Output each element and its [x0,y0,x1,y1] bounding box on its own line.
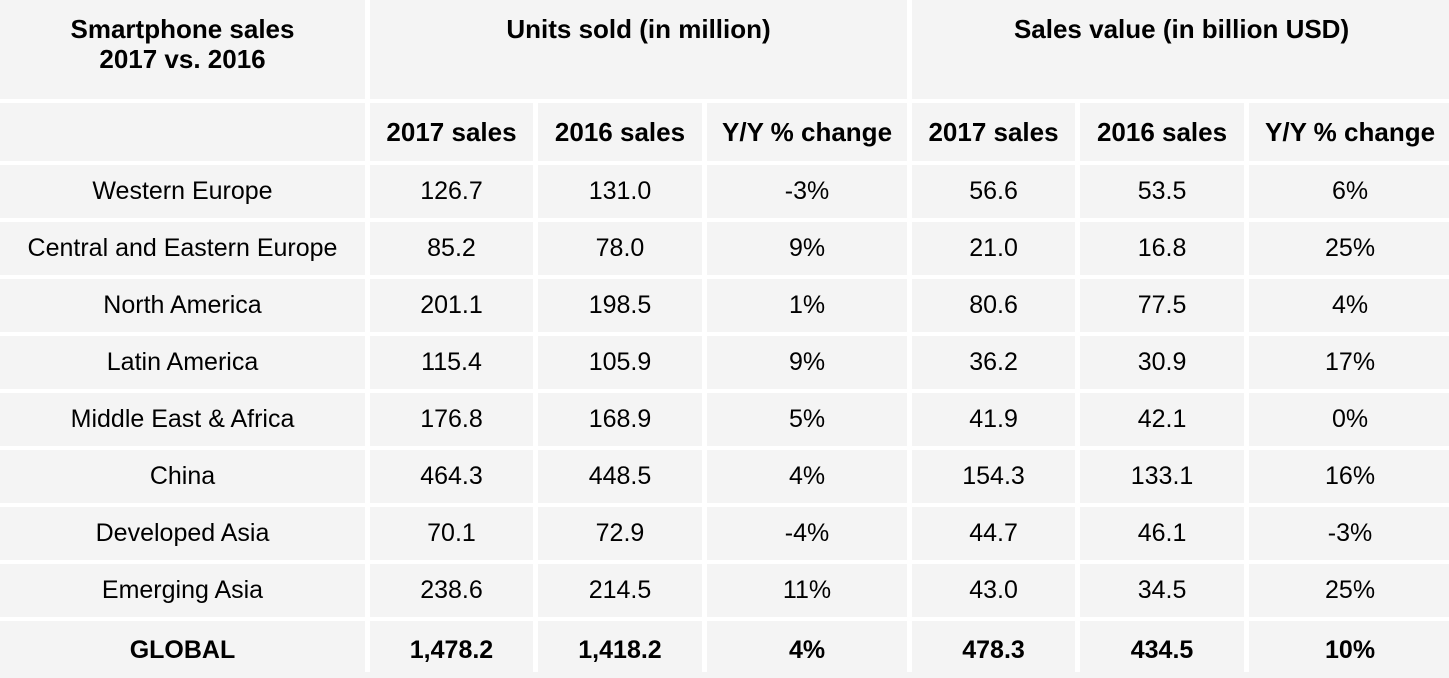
value-cell: 214.5 [538,564,702,617]
value-cell: 9% [707,222,908,275]
region-cell: China [0,450,365,503]
column-header-units-2016: 2016 sales [538,103,702,161]
value-cell: 21.0 [912,222,1076,275]
value-cell: 16% [1249,450,1449,503]
value-cell: 25% [1249,222,1449,275]
value-cell: -3% [1249,507,1449,560]
value-cell: 56.6 [912,165,1076,218]
value-cell: 36.2 [912,336,1076,389]
table-row: Western Europe 126.7 131.0 -3% 56.6 53.5 6% [0,165,1449,218]
value-cell: 5% [707,393,908,446]
value-cell: 4% [707,450,908,503]
value-cell: 78.0 [538,222,702,275]
value-cell: 4% [1249,279,1449,332]
value-cell: 448.5 [538,450,702,503]
value-cell: 16.8 [1080,222,1245,275]
value-cell: 11% [707,564,908,617]
value-cell: 1,478.2 [370,621,533,678]
value-cell: -4% [707,507,908,560]
column-header-value-2017: 2017 sales [912,103,1076,161]
value-cell: 154.3 [912,450,1076,503]
value-cell: 43.0 [912,564,1076,617]
value-cell: 30.9 [1080,336,1245,389]
table-body: Western Europe 126.7 131.0 -3% 56.6 53.5 6% Cen… [0,165,1449,678]
value-cell: 176.8 [370,393,533,446]
value-cell: 198.5 [538,279,702,332]
value-cell: 115.4 [370,336,533,389]
value-cell: 6% [1249,165,1449,218]
value-cell: 131.0 [538,165,702,218]
table-bottom-edge-strip [0,672,1449,678]
value-cell: 133.1 [1080,450,1245,503]
value-cell: 77.5 [1080,279,1245,332]
region-cell: Middle East & Africa [0,393,365,446]
column-header-value-yoy: Y/Y % change [1249,103,1449,161]
value-cell: 434.5 [1080,621,1245,678]
table-row: Central and Eastern Europe 85.2 78.0 9% 21.0… [0,222,1449,275]
table-total-row: GLOBAL 1,478.2 1,418.2 4% 478.3 434.5 10% [0,621,1449,678]
table-title-line2: 2017 vs. 2016 [99,44,266,74]
value-cell: 25% [1249,564,1449,617]
table-title: Smartphone sales 2017 vs. 2016 [0,0,365,99]
region-cell: Developed Asia [0,507,365,560]
region-cell: Latin America [0,336,365,389]
table-row: Emerging Asia 238.6 214.5 11% 43.0 34.5 25% [0,564,1449,617]
group-header-units-sold: Units sold (in million) [370,0,908,99]
value-cell: 53.5 [1080,165,1245,218]
region-cell: North America [0,279,365,332]
value-cell: 4% [707,621,908,678]
value-cell: 70.1 [370,507,533,560]
value-cell: 126.7 [370,165,533,218]
value-cell: 72.9 [538,507,702,560]
value-cell: 85.2 [370,222,533,275]
region-cell: Central and Eastern Europe [0,222,365,275]
empty-corner-cell [0,103,365,161]
value-cell: 44.7 [912,507,1076,560]
value-cell: 17% [1249,336,1449,389]
value-cell: 9% [707,336,908,389]
region-cell: Western Europe [0,165,365,218]
table-title-line1: Smartphone sales [70,14,295,44]
value-cell: 0% [1249,393,1449,446]
table-row: Middle East & Africa 176.8 168.9 5% 41.9 42.1… [0,393,1449,446]
group-header-row: Smartphone sales 2017 vs. 2016 Units sol… [0,0,1449,99]
value-cell: 201.1 [370,279,533,332]
table-row: China 464.3 448.5 4% 154.3 133.1 16% [0,450,1449,503]
value-cell: 168.9 [538,393,702,446]
value-cell: 10% [1249,621,1449,678]
value-cell: 41.9 [912,393,1076,446]
value-cell: 80.6 [912,279,1076,332]
value-cell: 238.6 [370,564,533,617]
value-cell: 34.5 [1080,564,1245,617]
value-cell: 46.1 [1080,507,1245,560]
value-cell: -3% [707,165,908,218]
table-row: Developed Asia 70.1 72.9 -4% 44.7 46.1 -3% [0,507,1449,560]
sub-header-row: 2017 sales 2016 sales Y/Y % change 2017 … [0,103,1449,161]
column-header-value-2016: 2016 sales [1080,103,1245,161]
column-header-units-2017: 2017 sales [370,103,533,161]
column-header-units-yoy: Y/Y % change [707,103,908,161]
table-row: North America 201.1 198.5 1% 80.6 77.5 4% [0,279,1449,332]
value-cell: 1% [707,279,908,332]
value-cell: 1,418.2 [538,621,702,678]
value-cell: 105.9 [538,336,702,389]
region-cell: GLOBAL [0,621,365,678]
value-cell: 42.1 [1080,393,1245,446]
table-row: Latin America 115.4 105.9 9% 36.2 30.9 17% [0,336,1449,389]
group-header-sales-value: Sales value (in billion USD) [912,0,1449,99]
region-cell: Emerging Asia [0,564,365,617]
value-cell: 464.3 [370,450,533,503]
value-cell: 478.3 [912,621,1076,678]
